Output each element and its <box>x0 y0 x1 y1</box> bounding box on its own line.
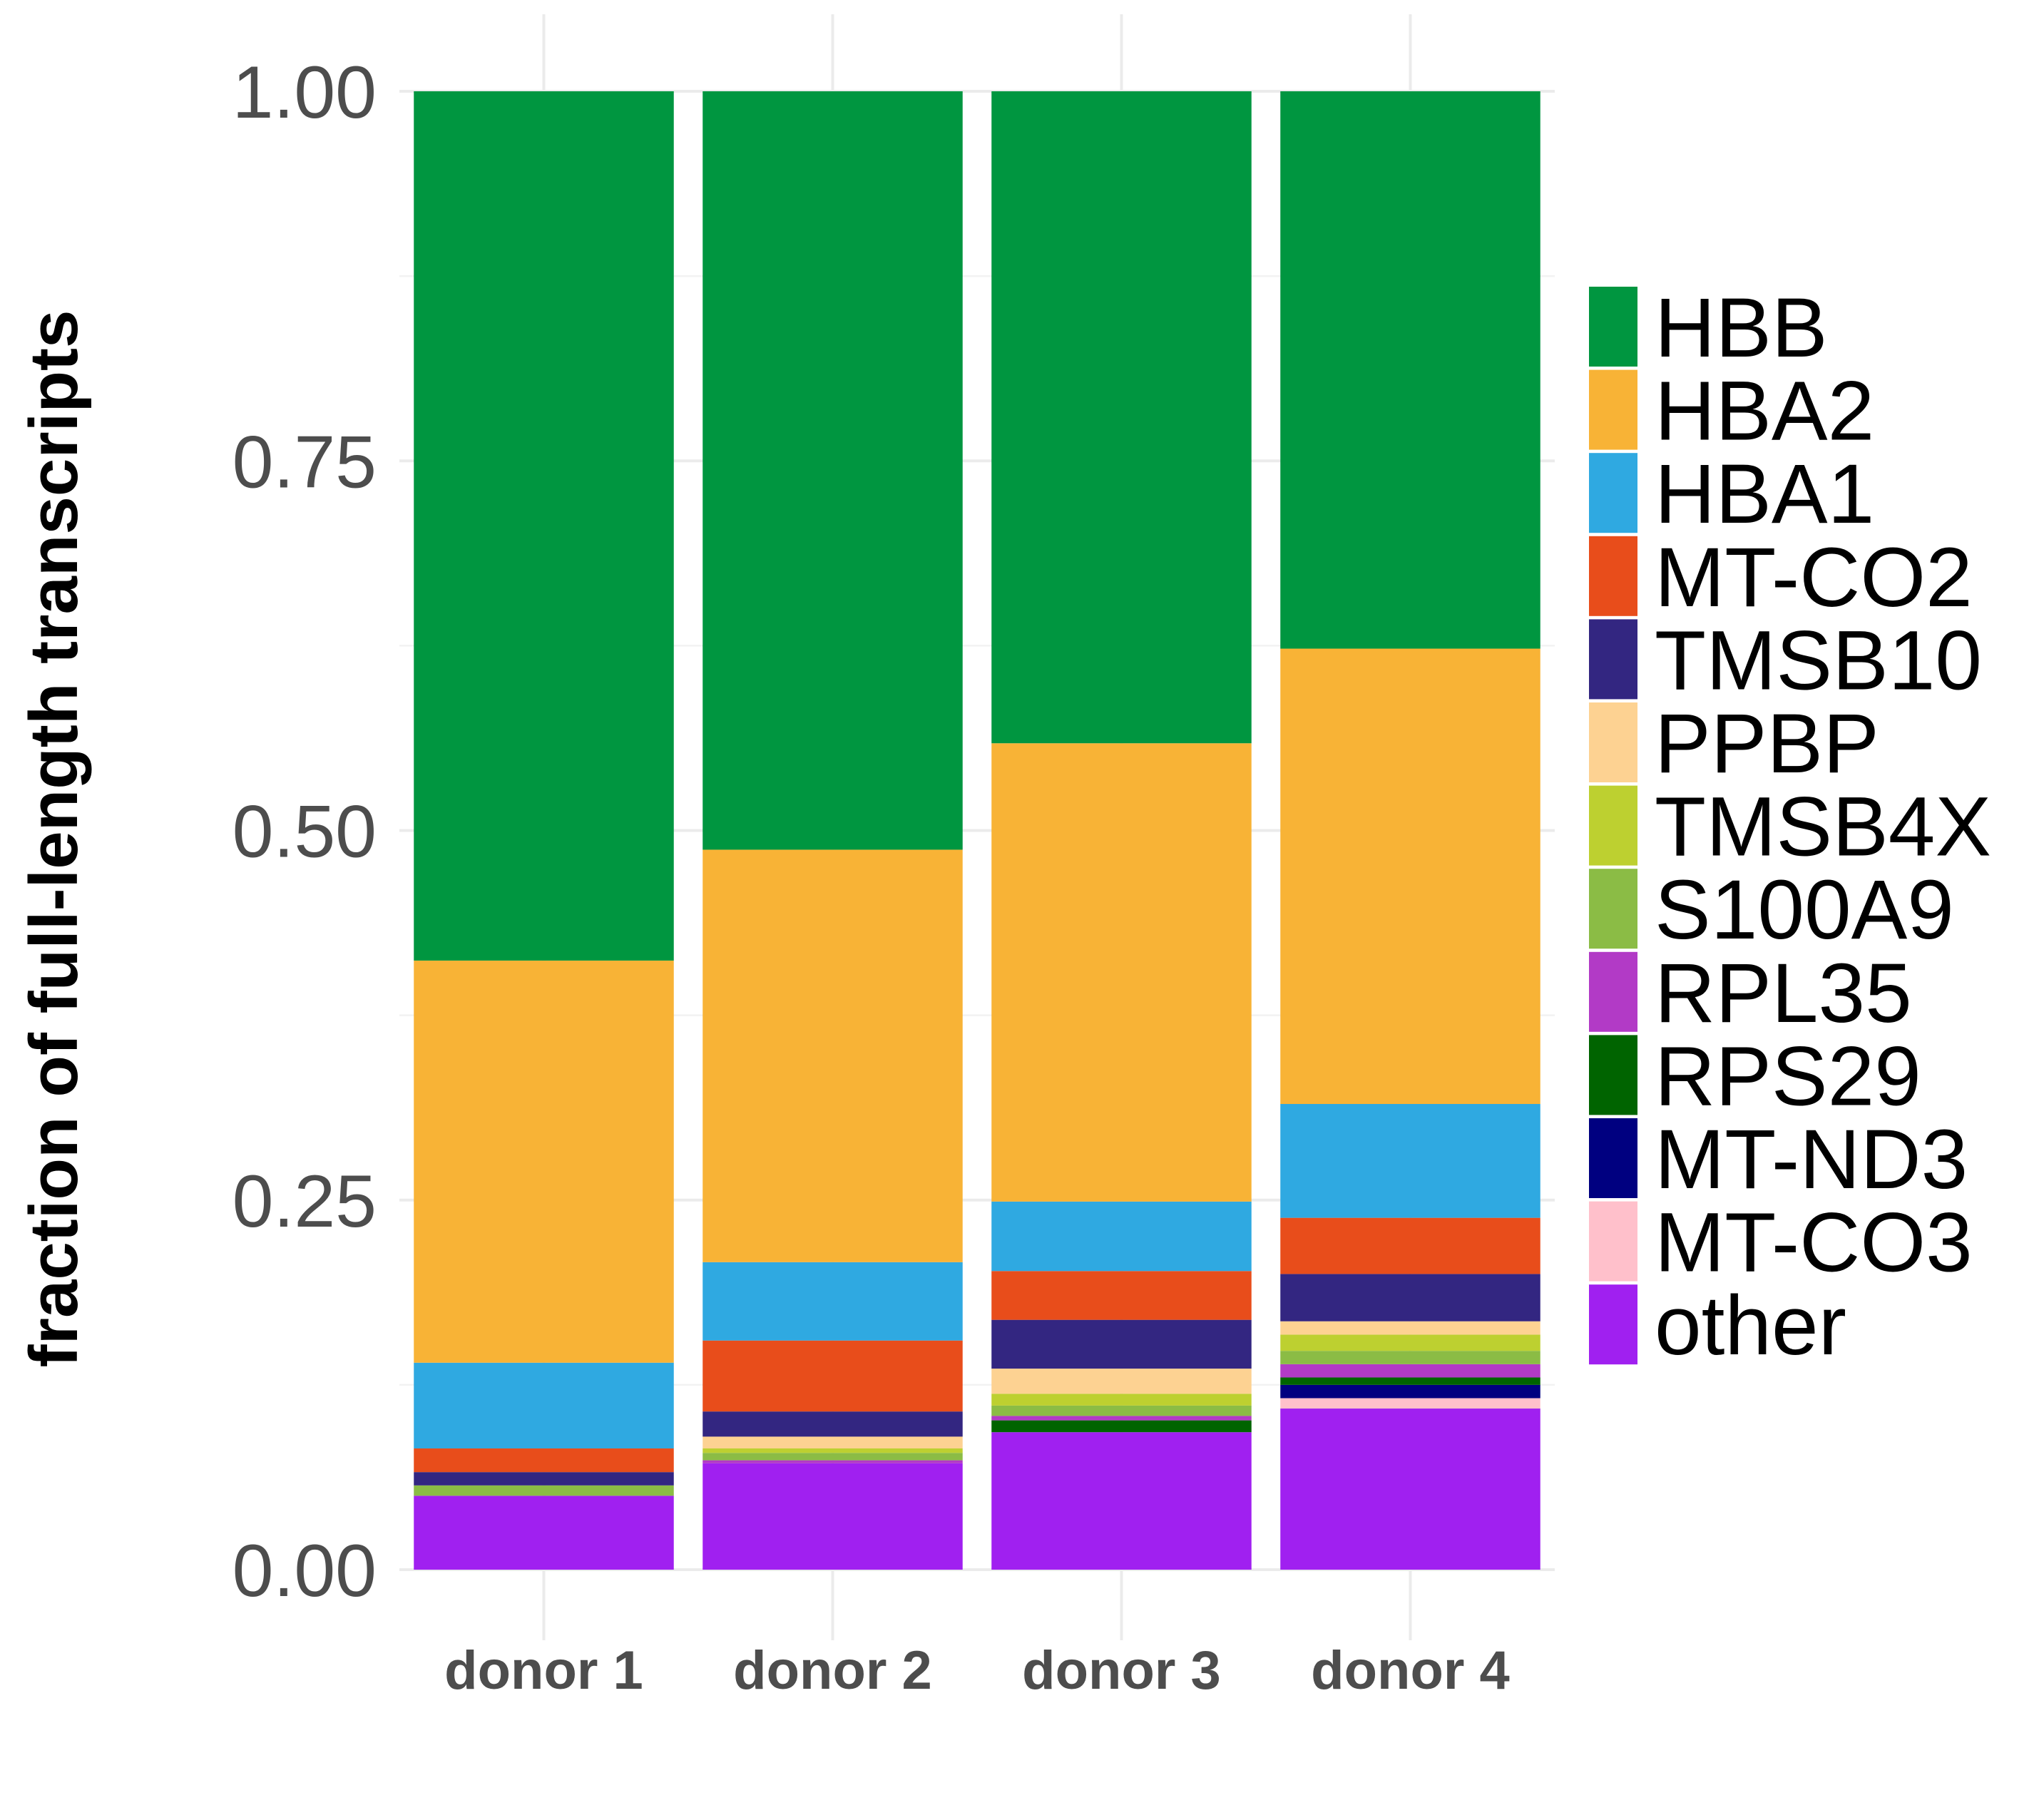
legend-key-mt-co2 <box>1589 536 1637 616</box>
bar-segment-other <box>1280 1408 1540 1570</box>
bar-segment-mt-co2 <box>702 1340 963 1412</box>
bar-segment-ppbp <box>1280 1321 1540 1335</box>
bar-segment-tmsb4x <box>702 1448 963 1453</box>
legend-key-ppbp <box>1589 702 1637 782</box>
x-tick-label: donor 4 <box>1311 1640 1510 1701</box>
bar-segment-hbb <box>414 91 674 961</box>
legend-key-hba2 <box>1589 369 1637 450</box>
legend-label: HBA1 <box>1655 447 1874 541</box>
bar-segment-tmsb10 <box>702 1411 963 1437</box>
bar-segment-mt-co2 <box>414 1448 674 1473</box>
bar-segment-tmsb10 <box>414 1472 674 1486</box>
bar-segment-hbb <box>991 91 1252 744</box>
legend-label: PPBP <box>1655 697 1879 791</box>
legend-label: MT-ND3 <box>1655 1113 1968 1207</box>
bar-segment-s100a9 <box>1280 1351 1540 1364</box>
bar-segment-other <box>414 1496 674 1570</box>
legend-key-other <box>1589 1284 1637 1365</box>
y-tick-label: 0.75 <box>232 421 377 503</box>
legend-label: RPS29 <box>1655 1029 1921 1123</box>
legend-label: TMSB4X <box>1655 780 1991 874</box>
bar-segment-other <box>702 1463 963 1570</box>
legend-label: HBB <box>1655 281 1828 375</box>
legend-key-tmsb10 <box>1589 619 1637 700</box>
bar-segment-mt-co2 <box>991 1271 1252 1320</box>
legend-label: HBA2 <box>1655 364 1874 459</box>
bar-segment-ppbp <box>991 1369 1252 1394</box>
bar-segment-hba2 <box>991 743 1252 1202</box>
x-tick-label: donor 3 <box>1022 1640 1221 1701</box>
bar-segment-rps29 <box>1280 1377 1540 1385</box>
y-tick-label: 0.25 <box>232 1160 377 1243</box>
legend-key-rpl35 <box>1589 951 1637 1032</box>
bar-segment-hbb <box>1280 91 1540 649</box>
bar-segment-mt-co2 <box>1280 1217 1540 1274</box>
bar-segment-tmsb10 <box>1280 1274 1540 1321</box>
bar-segment-hba2 <box>1280 648 1540 1105</box>
y-axis-label: fraction of full-length transcripts <box>16 310 92 1368</box>
bar-segment-tmsb4x <box>991 1394 1252 1406</box>
bar-segment-mt-co3 <box>1280 1398 1540 1409</box>
legend-key-hbb <box>1589 287 1637 367</box>
y-tick-label: 0.50 <box>232 791 377 874</box>
y-axis-ticks: 0.00 0.25 0.50 0.75 1.00 <box>232 51 377 1612</box>
bar-segment-rpl35 <box>991 1416 1252 1421</box>
bars <box>414 91 1540 1570</box>
x-tick-label: donor 2 <box>733 1640 932 1701</box>
bar-segment-tmsb4x <box>1280 1334 1540 1351</box>
x-tick-label: donor 1 <box>444 1640 643 1701</box>
legend-label: TMSB10 <box>1655 613 1982 707</box>
legend-label: S100A9 <box>1655 863 1954 957</box>
y-tick-label: 1.00 <box>232 51 377 134</box>
bar-segment-hbb <box>702 91 963 850</box>
legend-key-tmsb4x <box>1589 785 1637 866</box>
bar-segment-mt-nd3 <box>1280 1384 1540 1399</box>
legend-key-rps29 <box>1589 1035 1637 1115</box>
legend-label: other <box>1655 1279 1846 1373</box>
bar-segment-rps29 <box>991 1420 1252 1433</box>
legend-key-mt-co3 <box>1589 1201 1637 1282</box>
bar-segment-rpl35 <box>1280 1364 1540 1378</box>
bar-segment-hba2 <box>414 960 674 1363</box>
bar-segment-tmsb10 <box>991 1319 1252 1369</box>
legend-key-mt-nd3 <box>1589 1118 1637 1198</box>
bar-segment-hba1 <box>414 1362 674 1449</box>
bar-segment-other <box>991 1432 1252 1570</box>
bar-segment-hba1 <box>991 1201 1252 1272</box>
bar-segment-s100a9 <box>702 1453 963 1461</box>
legend-label: RPL35 <box>1655 946 1912 1041</box>
bar-segment-s100a9 <box>991 1405 1252 1416</box>
y-tick-label: 0.00 <box>232 1530 377 1612</box>
bar-segment-hba1 <box>1280 1104 1540 1218</box>
legend-key-s100a9 <box>1589 869 1637 949</box>
bar-segment-hba1 <box>702 1262 963 1341</box>
x-axis-ticks: donor 1 donor 2 donor 3 donor 4 <box>444 1640 1510 1701</box>
legend-key-hba1 <box>1589 453 1637 533</box>
bar-segment-rpl35 <box>702 1460 963 1463</box>
legend: HBBHBA2HBA1MT-CO2TMSB10PPBPTMSB4XS100A9R… <box>1589 281 1991 1373</box>
bar-segment-s100a9 <box>414 1485 674 1496</box>
legend-label: MT-CO3 <box>1655 1196 1973 1290</box>
bar-segment-ppbp <box>702 1436 963 1449</box>
bar-segment-hba2 <box>702 849 963 1262</box>
legend-label: MT-CO2 <box>1655 531 1973 625</box>
